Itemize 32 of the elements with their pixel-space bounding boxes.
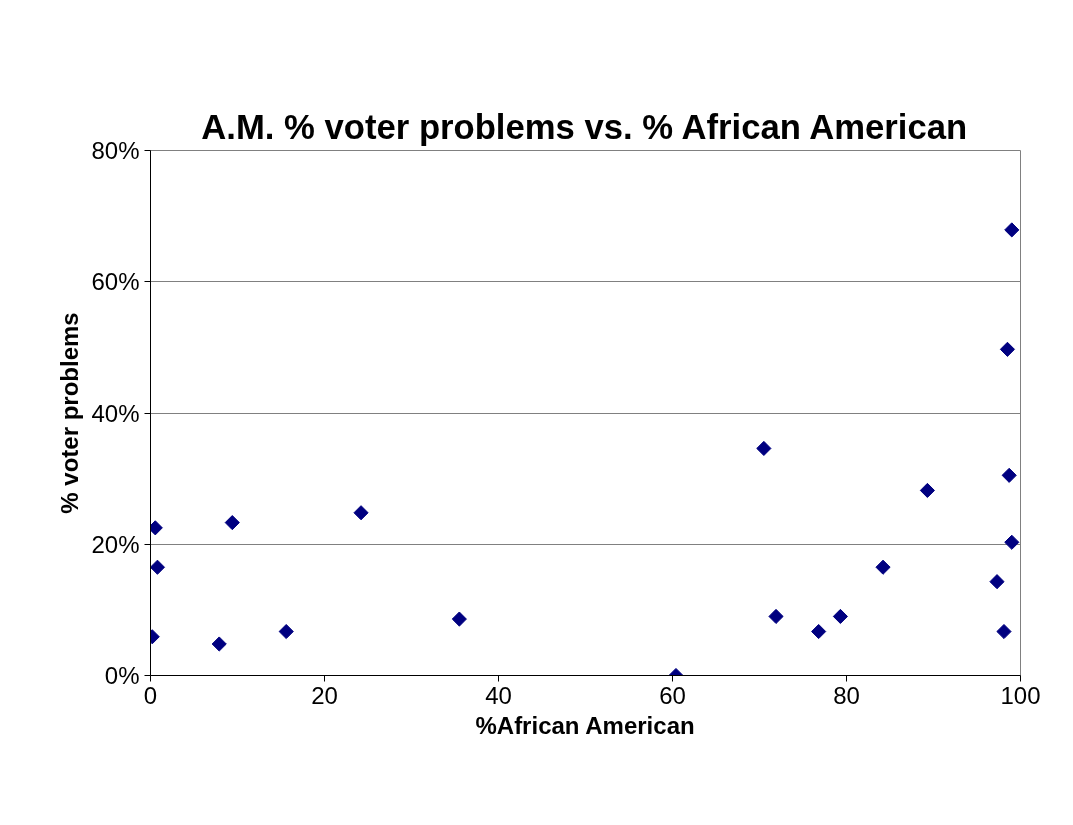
y-tick-label: 20%: [91, 530, 140, 558]
point: [999, 341, 1016, 357]
x-tick-label: 60: [659, 681, 686, 709]
y-axis-title: % voter problems: [56, 312, 84, 514]
point: [919, 482, 935, 499]
x-tick-label: 0: [143, 681, 158, 709]
x-tick-label: 20: [311, 681, 338, 709]
point: [1004, 222, 1020, 238]
point: [150, 559, 166, 575]
point: [768, 608, 784, 625]
point: [996, 623, 1012, 640]
point: [875, 559, 891, 575]
y-tick-label: 40%: [91, 399, 140, 427]
point: [1004, 534, 1020, 550]
point: [353, 505, 369, 521]
point: [211, 636, 227, 652]
point: [1001, 467, 1017, 483]
x-tick-label: 40: [485, 681, 512, 709]
point: [811, 623, 827, 640]
y-tick-label: 0%: [104, 662, 140, 689]
point: [224, 515, 240, 531]
chart-title: A.M. % voter problems vs. % African American: [201, 107, 968, 146]
y-tick-label: 80%: [91, 137, 140, 164]
x-tick-label: 100: [1000, 681, 1041, 709]
y-tick-label: 60%: [91, 268, 140, 296]
x-tick-label: 80: [833, 681, 860, 709]
point: [278, 623, 294, 640]
point: [756, 440, 772, 457]
point: [451, 611, 467, 627]
point: [989, 574, 1005, 590]
point: [832, 608, 848, 625]
x-axis-title: %African American: [475, 711, 695, 739]
